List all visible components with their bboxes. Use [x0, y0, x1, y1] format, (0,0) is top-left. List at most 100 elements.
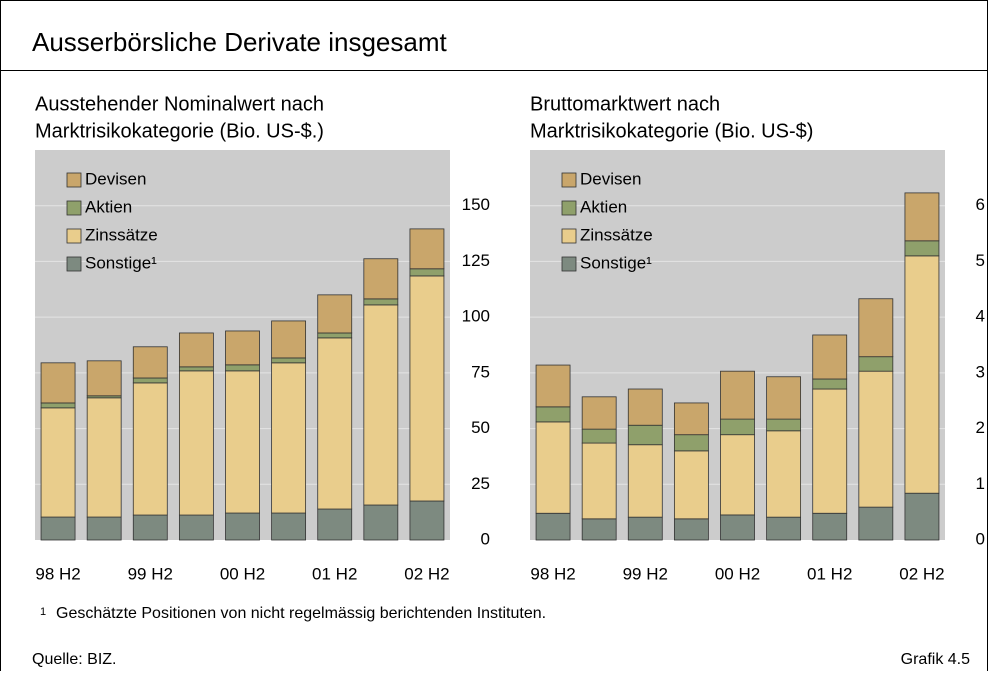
- x-tick-label: 02 H2: [404, 564, 449, 583]
- bar-segment: [132, 382, 168, 516]
- bar-segment: [178, 370, 214, 516]
- y-tick-label: 75: [471, 362, 490, 381]
- legend-swatch: [561, 200, 577, 216]
- x-tick-label: 00 H2: [715, 564, 760, 583]
- chart-title: Ausstehender Nominalwert nach: [35, 93, 324, 115]
- bar-segment: [812, 334, 848, 380]
- bar-segment: [766, 516, 802, 541]
- footnote: Geschätzte Positionen von nicht regelmäs…: [56, 605, 546, 622]
- bar-segment: [317, 332, 353, 339]
- bar-segment: [904, 255, 940, 494]
- bar-segment: [271, 357, 307, 364]
- y-tick-label: 6: [976, 195, 985, 214]
- y-tick-label: 1: [976, 474, 985, 493]
- bar-segment: [132, 377, 168, 384]
- bar-segment: [535, 406, 571, 423]
- x-tick-label: 98 H2: [530, 564, 575, 583]
- x-tick-label: 98 H2: [35, 564, 80, 583]
- legend-label: Devisen: [580, 169, 641, 188]
- source: Quelle: BIZ.: [32, 651, 116, 668]
- bar-segment: [812, 512, 848, 541]
- y-tick-label: 2: [976, 418, 985, 437]
- bar-segment: [363, 258, 399, 300]
- bar-segment: [86, 360, 122, 397]
- bar-segment: [673, 450, 709, 520]
- bar-segment: [271, 362, 307, 514]
- bar-segment: [581, 428, 617, 444]
- legend-swatch: [561, 172, 577, 188]
- legend-label: Aktien: [580, 197, 627, 216]
- y-tick-label: 25: [471, 474, 490, 493]
- legend-swatch: [561, 228, 577, 244]
- bar-segment: [86, 397, 122, 518]
- legend-label: Sonstige¹: [580, 253, 652, 272]
- bar-segment: [720, 418, 755, 436]
- legend-swatch: [66, 172, 82, 188]
- y-tick-label: 3: [976, 362, 985, 381]
- legend-label: Aktien: [85, 197, 132, 216]
- bar-segment: [178, 332, 214, 368]
- legend-label: Zinssätze: [85, 225, 158, 244]
- bar-segment: [409, 500, 445, 541]
- bar-segment: [812, 378, 848, 390]
- y-tick-label: 0: [976, 529, 985, 548]
- bar-segment: [812, 388, 848, 514]
- bar-segment: [535, 364, 571, 408]
- bar-segment: [317, 508, 353, 541]
- x-tick-label: 99 H2: [128, 564, 173, 583]
- bar-segment: [581, 396, 617, 430]
- bar-segment: [363, 298, 399, 306]
- bar-segment: [581, 518, 617, 541]
- bar-segment: [40, 407, 76, 518]
- bar-segment: [627, 516, 663, 541]
- bar-segment: [225, 364, 260, 372]
- x-tick-label: 02 H2: [899, 564, 944, 583]
- bar-segment: [271, 512, 307, 541]
- bar-segment: [627, 424, 663, 446]
- bar-segment: [363, 504, 399, 541]
- legend-swatch: [561, 256, 577, 272]
- bar-segment: [673, 434, 709, 452]
- x-tick-label: 01 H2: [807, 564, 852, 583]
- bar-segment: [40, 402, 76, 409]
- y-tick-label: 125: [462, 251, 490, 270]
- y-tick-label: 4: [976, 307, 985, 326]
- bar-segment: [627, 444, 663, 518]
- bar-segment: [178, 366, 214, 372]
- bar-segment: [904, 492, 940, 541]
- legend-label: Sonstige¹: [85, 253, 157, 272]
- bar-segment: [40, 362, 76, 404]
- x-tick-label: 99 H2: [623, 564, 668, 583]
- bar-segment: [858, 506, 894, 541]
- bar-segment: [535, 512, 571, 541]
- x-tick-label: 00 H2: [220, 564, 265, 583]
- y-tick-label: 50: [471, 418, 490, 437]
- bar-segment: [858, 356, 894, 372]
- bar-segment: [271, 320, 307, 359]
- bar-segment: [766, 376, 802, 420]
- bar-segment: [409, 275, 445, 502]
- bar-segment: [317, 294, 353, 334]
- bar-segment: [132, 514, 168, 541]
- bar-segment: [581, 442, 617, 520]
- bar-segment: [132, 346, 168, 379]
- bar-segment: [363, 304, 399, 506]
- y-tick-label: 0: [481, 529, 490, 548]
- bar-segment: [766, 430, 802, 518]
- bar-segment: [409, 268, 445, 277]
- bar-segment: [858, 370, 894, 508]
- bar-segment: [178, 514, 214, 541]
- bar-segment: [673, 518, 709, 541]
- figure-label: Grafik 4.5: [901, 651, 970, 668]
- chart-title: Bruttomarktwert nach: [530, 93, 720, 115]
- bar-segment: [225, 330, 260, 366]
- bar-segment: [409, 228, 445, 270]
- bar-segment: [535, 421, 571, 514]
- y-tick-label: 5: [976, 251, 985, 270]
- page-title: Ausserbörsliche Derivate insgesamt: [32, 27, 448, 57]
- bar-segment: [904, 240, 940, 257]
- bar-segment: [40, 516, 76, 541]
- bar-segment: [766, 418, 802, 432]
